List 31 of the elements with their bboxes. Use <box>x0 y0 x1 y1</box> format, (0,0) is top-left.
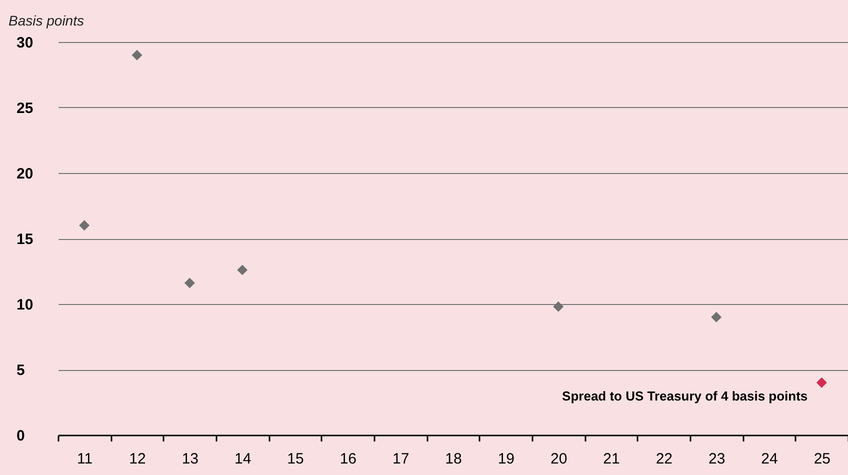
y-tick-label: 25 <box>16 100 34 117</box>
x-tick-label: 19 <box>498 450 515 468</box>
x-tick-label: 16 <box>340 450 357 468</box>
x-tick-label: 24 <box>761 450 778 468</box>
point <box>711 312 722 322</box>
x-tick-label: 11 <box>77 450 93 468</box>
x-tick-label: 22 <box>656 450 673 468</box>
x-tick-label: 20 <box>550 450 568 468</box>
x-tick-label: 21 <box>603 450 620 468</box>
y-tick-label: 5 <box>16 362 25 379</box>
point <box>553 301 564 312</box>
x-tick-label: 12 <box>129 450 146 468</box>
x-tick-label: 23 <box>708 450 726 468</box>
point <box>184 278 195 288</box>
y-tick-label: 10 <box>16 296 34 314</box>
x-tick-label: 17 <box>392 450 410 468</box>
x-tick-label: 25 <box>814 450 831 468</box>
point <box>816 377 827 388</box>
x-tick-label: 14 <box>234 450 252 468</box>
point <box>237 264 248 276</box>
x-tick-label: 15 <box>287 450 304 468</box>
y-axis-title: Basis points <box>8 12 84 28</box>
x-tick-label: 18 <box>445 450 462 468</box>
y-tick-label: 30 <box>16 34 34 52</box>
point <box>79 220 90 231</box>
point <box>132 50 142 60</box>
annotation: Spread to US Treasury of 4 basis points <box>562 388 808 404</box>
y-tick-label: 0 <box>16 428 25 444</box>
y-tick-label: 20 <box>16 166 34 182</box>
y-tick-label: 15 <box>16 231 34 248</box>
x-tick-label: 13 <box>182 450 199 468</box>
